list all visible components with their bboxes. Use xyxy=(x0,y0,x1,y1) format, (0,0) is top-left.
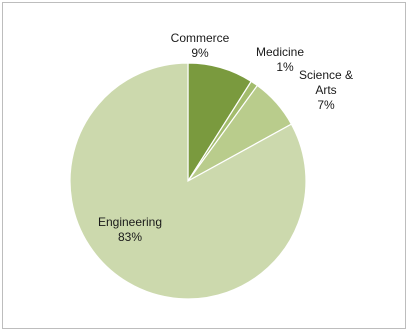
pie-slices xyxy=(69,62,307,300)
label-medicine-name: Medicine xyxy=(256,45,304,59)
label-commerce-percent: 9% xyxy=(191,46,209,60)
pie-slice-engineering xyxy=(69,62,307,300)
label-commerce-name: Commerce xyxy=(171,31,230,45)
label-science-arts-percent: 7% xyxy=(317,98,335,112)
label-science-arts-name-line2: Arts xyxy=(315,83,336,97)
label-engineering-percent: 83% xyxy=(118,230,142,244)
label-engineering-name: Engineering xyxy=(98,215,162,229)
label-science-arts-name-line1: Science & xyxy=(299,68,353,82)
label-medicine-percent: 1% xyxy=(276,60,294,74)
